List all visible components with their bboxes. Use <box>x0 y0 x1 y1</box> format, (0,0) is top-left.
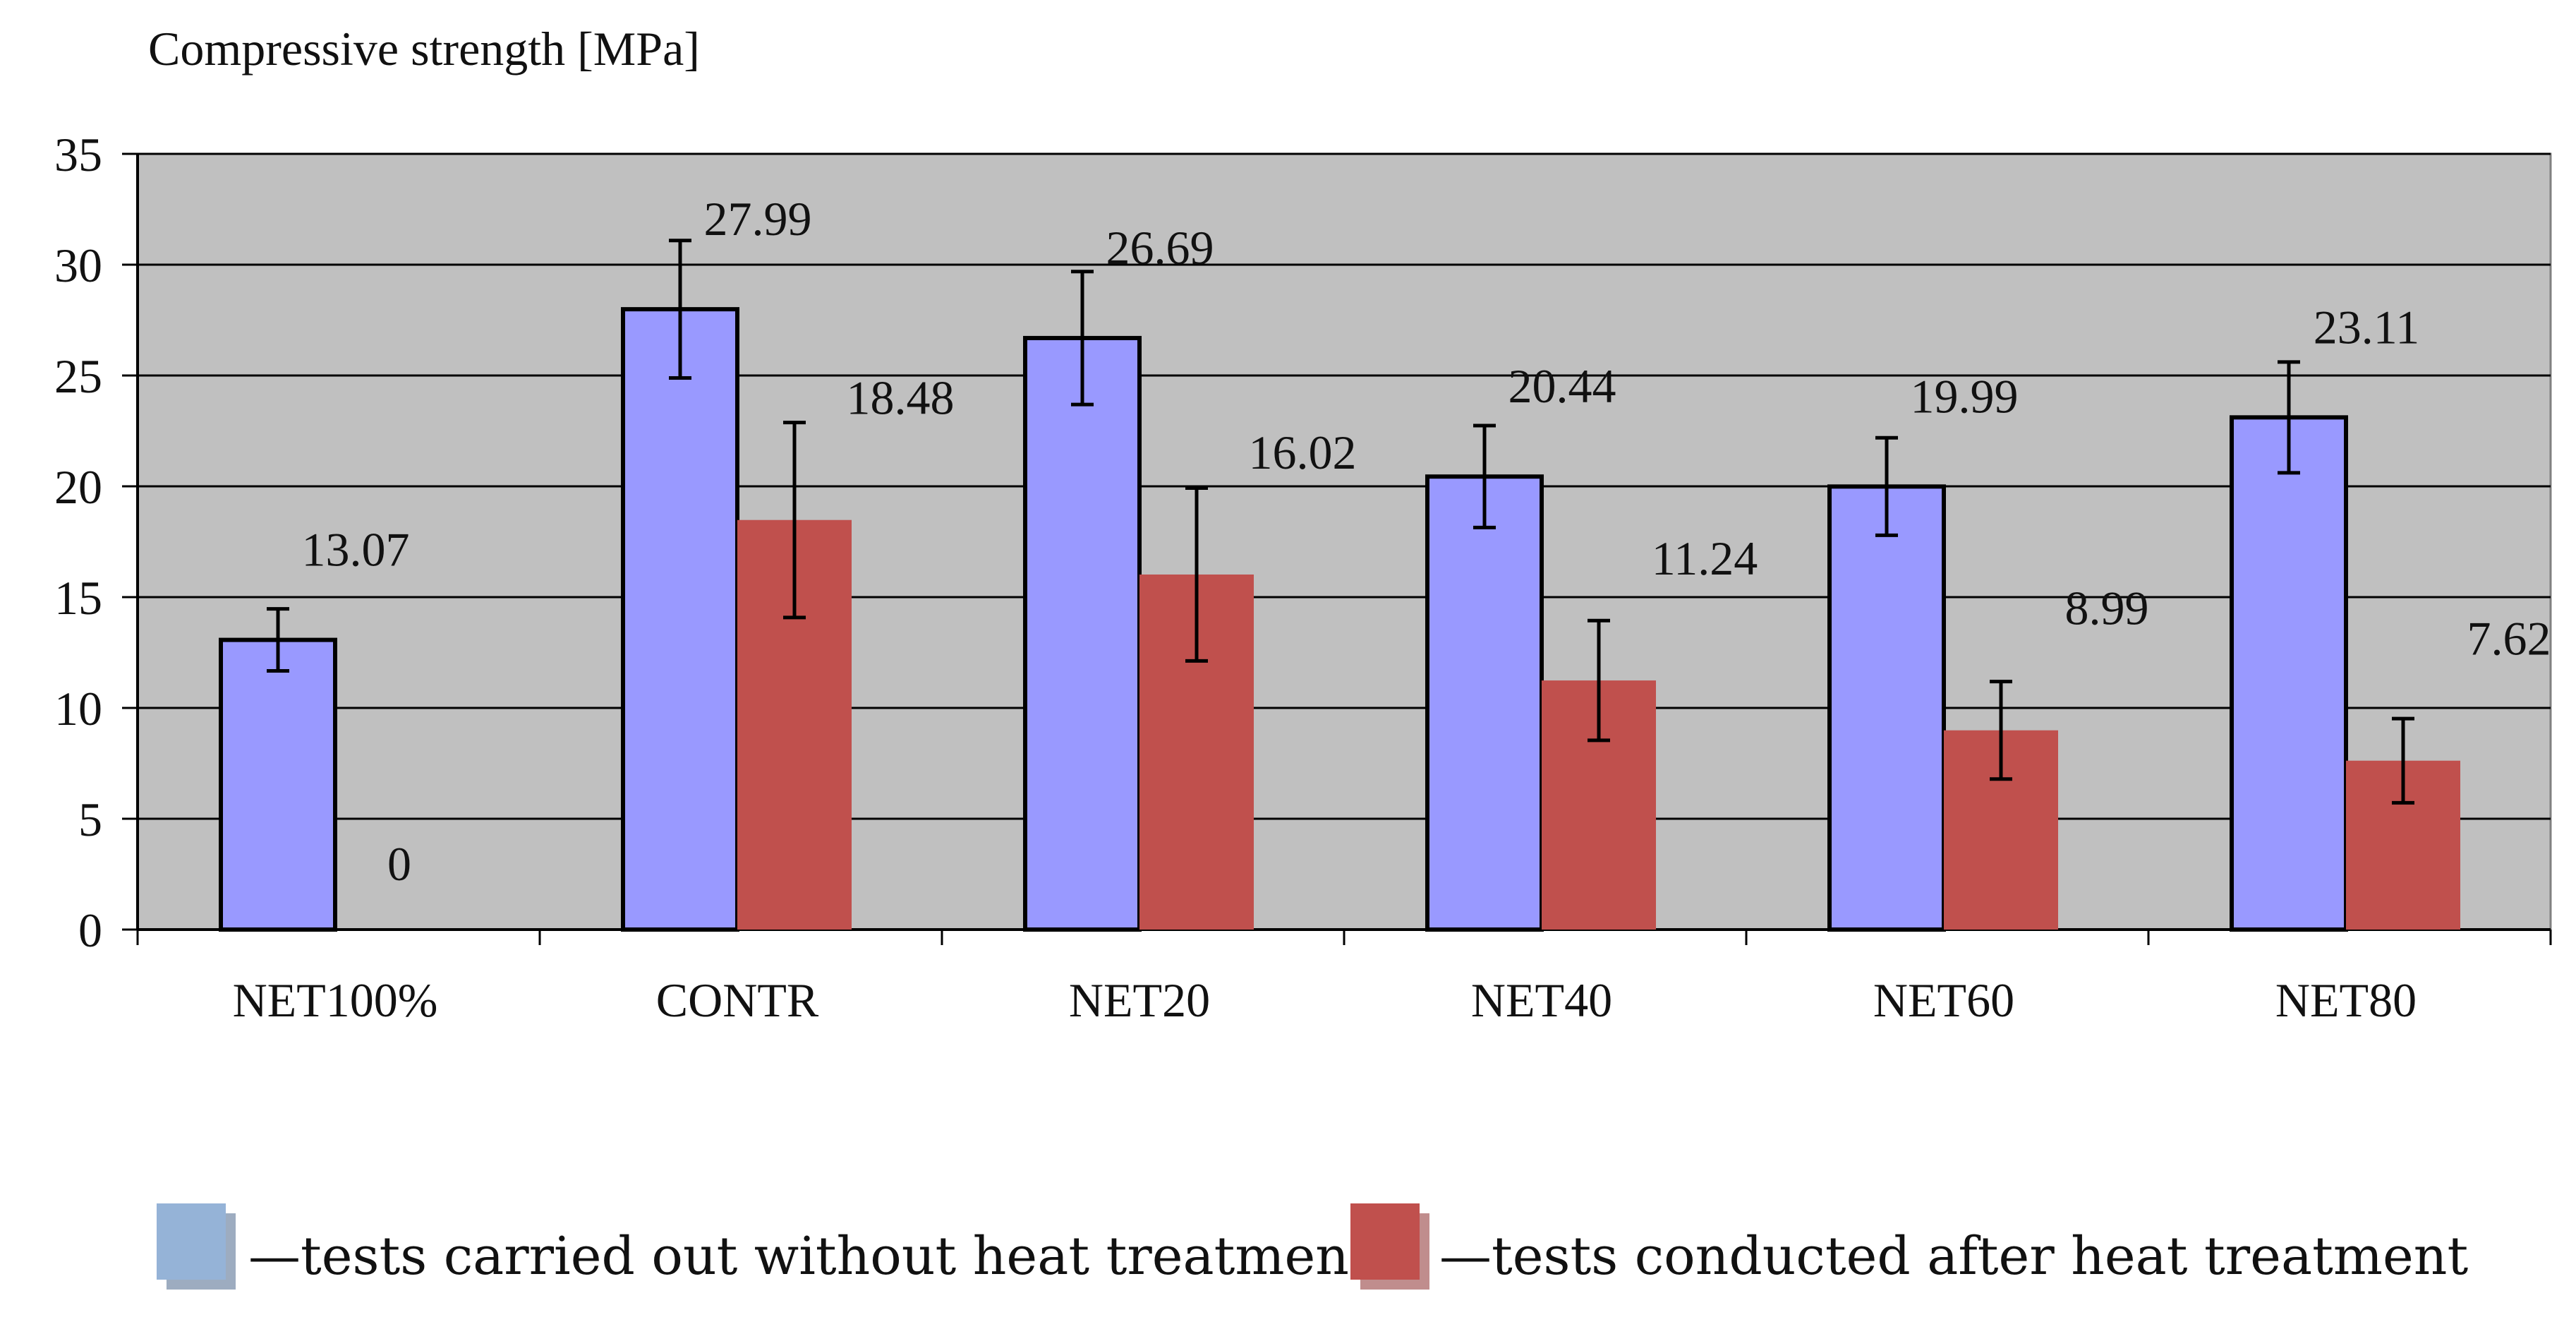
y-tick-label: 20 <box>54 460 102 514</box>
data-label: 27.99 <box>704 192 812 246</box>
y-tick-label: 15 <box>54 571 102 625</box>
data-label: 0 <box>387 837 411 891</box>
data-label: 11.24 <box>1652 531 1758 585</box>
x-tick-label: NET40 <box>1471 973 1612 1027</box>
y-axis-title: Compressive strength [MPa] <box>148 22 700 76</box>
x-tick-label: NET80 <box>2275 973 2417 1027</box>
bar-no-heat <box>621 307 739 932</box>
data-label: 13.07 <box>302 523 410 577</box>
x-tick-label: NET20 <box>1069 973 1210 1027</box>
legend-swatch <box>1350 1203 1420 1280</box>
x-tick-label: NET60 <box>1873 973 2014 1027</box>
bar-no-heat <box>219 637 337 932</box>
data-label: 18.48 <box>847 371 955 425</box>
y-tick-label: 30 <box>54 239 102 292</box>
bar-no-heat <box>1023 335 1142 932</box>
y-tick-label: 5 <box>78 793 102 846</box>
y-tick-label: 0 <box>78 903 102 957</box>
bar-no-heat <box>1827 484 1946 932</box>
data-label: 16.02 <box>1249 426 1357 479</box>
x-tick-label: NET100% <box>233 973 438 1027</box>
legend-swatch <box>157 1203 226 1280</box>
y-tick-label: 35 <box>54 128 102 181</box>
plot-background <box>136 152 2552 931</box>
data-label: 23.11 <box>2314 300 2419 354</box>
bar-no-heat <box>1425 474 1544 932</box>
x-tick-label: CONTR <box>656 973 819 1027</box>
plot-area: 0 5 10 15 20 25 30 35 NET100% CONTR NET20 NET40 NET6… <box>54 128 2552 1027</box>
y-tick-label: 25 <box>54 349 102 403</box>
data-label: 19.99 <box>1911 369 2019 423</box>
data-label: 20.44 <box>1508 359 1616 413</box>
data-label: 7.62 <box>2467 612 2551 666</box>
legend-label: —tests conducted after heat treatment <box>1439 1226 2468 1287</box>
bar-no-heat <box>2230 415 2348 932</box>
legend-label: —tests carried out without heat treatmen… <box>248 1226 1370 1287</box>
legend: —tests carried out without heat treatmen… <box>157 1203 2468 1290</box>
data-label: 26.69 <box>1106 221 1214 275</box>
data-label: 8.99 <box>2065 582 2149 635</box>
y-tick-label: 10 <box>54 682 102 735</box>
